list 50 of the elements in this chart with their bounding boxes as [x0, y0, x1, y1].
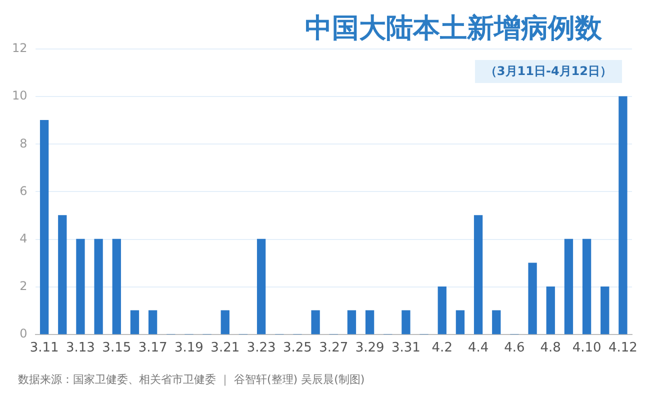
- chart-title: 中国大陆本土新增病例数: [305, 12, 602, 46]
- x-tick-label: 4.6: [504, 340, 525, 356]
- y-tick-label: 2: [20, 278, 28, 293]
- bar: [256, 238, 266, 334]
- source-note: 数据来源：国家卫健委、相关省市卫健委 ｜ 谷智轩(整理) 吴辰晨(制图): [18, 372, 365, 387]
- x-tick-label: 3.21: [210, 340, 240, 356]
- bar: [130, 310, 140, 334]
- y-tick-label: 0: [20, 326, 28, 341]
- x-tick-label: 3.25: [282, 340, 312, 356]
- y-tick-label: 12: [12, 41, 28, 56]
- bar: [582, 238, 592, 334]
- bar: [112, 238, 121, 334]
- x-tick-label: 4.2: [432, 340, 452, 356]
- bar: [600, 286, 610, 334]
- x-tick-label: 3.23: [246, 340, 276, 356]
- bar: [58, 215, 67, 334]
- x-tick-label: 4.4: [468, 340, 489, 356]
- x-tick-label: 4.12: [608, 340, 638, 356]
- text: （3月11日-4月12日）: [474, 60, 622, 83]
- x-tick-label: 3.29: [355, 340, 384, 356]
- x-tick-label: 3.27: [319, 340, 348, 356]
- x-tick-label: 3.19: [174, 340, 204, 356]
- bar: [474, 215, 483, 334]
- y-tick-label: 6: [20, 184, 28, 198]
- bar: [365, 310, 374, 334]
- x-tick-label: 3.13: [66, 340, 95, 356]
- bar: [76, 238, 85, 334]
- bar: [528, 262, 537, 334]
- y-tick-label: 8: [20, 136, 28, 150]
- bar: [40, 120, 49, 334]
- bar: [220, 310, 230, 334]
- y-tick-label: 10: [12, 88, 28, 103]
- x-tick-label: 3.17: [138, 340, 168, 356]
- x-tick-label: 3.31: [391, 340, 420, 356]
- bar: [94, 238, 103, 334]
- bar: [492, 310, 501, 334]
- bar: [546, 286, 555, 334]
- x-tick-label: 4.10: [572, 340, 602, 356]
- bar: [564, 238, 574, 334]
- bar: [456, 310, 465, 334]
- bar: [148, 310, 158, 334]
- bar: [311, 310, 320, 334]
- y-tick-label: 4: [20, 231, 28, 246]
- x-tick-label: 3.15: [102, 340, 132, 356]
- bar: [438, 286, 446, 334]
- bar: [402, 310, 410, 334]
- bar: [347, 310, 356, 334]
- x-tick-label: 3.11: [30, 340, 59, 356]
- bar: [618, 96, 628, 334]
- x-tick-label: 4.8: [540, 340, 561, 356]
